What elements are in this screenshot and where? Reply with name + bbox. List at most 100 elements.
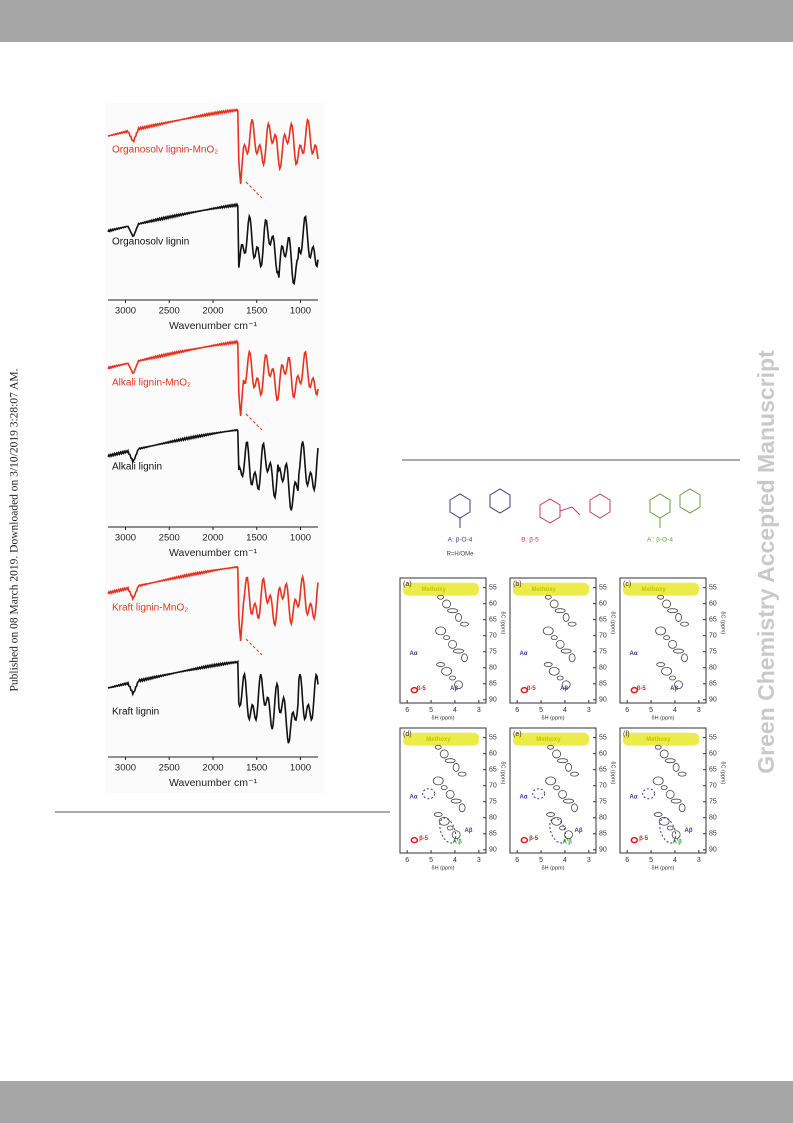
x-tick-label: 6 bbox=[405, 857, 409, 864]
structure-b bbox=[539, 493, 611, 524]
contour bbox=[450, 798, 462, 804]
spectrum-modified bbox=[107, 565, 319, 641]
annotation: Aα bbox=[410, 651, 418, 657]
x-tick-label: 4 bbox=[453, 857, 457, 864]
x-tick-label: 3 bbox=[697, 707, 701, 714]
contour bbox=[435, 626, 447, 636]
x-tick-label: 4 bbox=[673, 707, 677, 714]
contour bbox=[654, 744, 662, 750]
r-group: R=H/OMe bbox=[447, 552, 475, 558]
y-tick-label: 85 bbox=[709, 681, 717, 688]
plot-frame bbox=[509, 577, 597, 704]
y-tick-label: 80 bbox=[489, 665, 497, 672]
y-tick-label: 60 bbox=[599, 750, 607, 757]
y-tick-label: 60 bbox=[489, 600, 497, 607]
panel-label: (f) bbox=[623, 731, 630, 738]
x-tick-label: 3 bbox=[477, 857, 481, 864]
annotation: Methoxy bbox=[532, 587, 557, 593]
arrow bbox=[245, 638, 263, 656]
contour bbox=[553, 785, 560, 791]
contour bbox=[668, 639, 677, 649]
y-tick-label: 60 bbox=[599, 600, 607, 607]
x-axis-label: Wavenumber cm⁻¹ bbox=[169, 777, 258, 789]
panel-label: (e) bbox=[513, 731, 522, 738]
y-tick-label: 80 bbox=[599, 815, 607, 822]
annotation: Aβ bbox=[450, 686, 458, 692]
beta5-blob bbox=[520, 686, 529, 694]
spectrum-raw bbox=[107, 428, 319, 511]
spectrum-label: Kraft lignin-MnO₂ bbox=[112, 603, 188, 614]
x-tick-label: 5 bbox=[539, 707, 543, 714]
structure-label: B: β-5 bbox=[521, 537, 539, 544]
dashed-region bbox=[422, 788, 436, 800]
spectrum-label: Organosolv lignin bbox=[112, 237, 189, 248]
y-tick-label: 70 bbox=[489, 783, 497, 790]
y-tick-label: 70 bbox=[709, 633, 717, 640]
spectrum-label: Organosolv lignin-MnO₂ bbox=[112, 145, 218, 156]
annotation: β-5 bbox=[527, 686, 537, 692]
contour bbox=[555, 639, 565, 649]
contour bbox=[543, 662, 553, 667]
y-axis-label: δC (ppm) bbox=[610, 761, 616, 784]
y-tick-label: 90 bbox=[599, 847, 607, 854]
annotation: β-5 bbox=[639, 836, 649, 842]
annotation: β-5 bbox=[529, 836, 539, 842]
contour bbox=[564, 830, 573, 840]
y-tick-label: 85 bbox=[489, 831, 497, 838]
contour bbox=[567, 621, 577, 627]
ftir-figure-bg bbox=[105, 103, 325, 793]
contour bbox=[455, 613, 462, 622]
y-tick-label: 80 bbox=[709, 815, 717, 822]
contour bbox=[545, 776, 557, 786]
contour bbox=[437, 594, 445, 600]
dashed-region bbox=[439, 817, 457, 844]
contour bbox=[656, 662, 666, 667]
y-tick-label: 90 bbox=[599, 697, 607, 704]
x-tick-label: 2000 bbox=[202, 533, 223, 544]
contour bbox=[550, 635, 558, 641]
contour bbox=[440, 785, 448, 791]
beta5-blob bbox=[410, 686, 419, 694]
published-note: Published on 08 March 2019. Downloaded o… bbox=[9, 368, 21, 691]
x-tick-label: 2500 bbox=[159, 763, 180, 774]
x-tick-label: 3 bbox=[697, 857, 701, 864]
contour bbox=[544, 594, 552, 600]
y-tick-label: 90 bbox=[489, 697, 497, 704]
contour bbox=[571, 803, 578, 813]
y-tick-label: 90 bbox=[709, 697, 717, 704]
y-tick-label: 70 bbox=[709, 783, 717, 790]
plot-frame bbox=[399, 727, 487, 854]
annotation: Aβ bbox=[670, 686, 678, 692]
contour bbox=[549, 599, 559, 609]
structure-a-prime bbox=[649, 488, 701, 528]
contour bbox=[658, 816, 670, 826]
x-tick-label: 3000 bbox=[115, 306, 136, 317]
beta5-blob bbox=[410, 836, 419, 844]
y-tick-label: 55 bbox=[489, 734, 497, 741]
y-axis-label: δC (ppm) bbox=[720, 611, 726, 634]
x-tick-label: 4 bbox=[563, 707, 567, 714]
contour bbox=[674, 680, 683, 690]
structure-a bbox=[489, 488, 511, 514]
y-tick-label: 75 bbox=[709, 649, 717, 656]
structures bbox=[449, 488, 701, 528]
y-tick-label: 80 bbox=[709, 665, 717, 672]
contour bbox=[659, 749, 669, 759]
contour bbox=[681, 653, 688, 663]
contour bbox=[441, 666, 452, 676]
contour bbox=[449, 675, 456, 681]
contour bbox=[664, 758, 676, 764]
x-tick-label: 4 bbox=[453, 707, 457, 714]
plot-frame bbox=[399, 577, 487, 704]
footer-bar bbox=[0, 1081, 793, 1123]
annotation: Methoxy bbox=[536, 737, 561, 743]
x-tick-label: 6 bbox=[625, 707, 629, 714]
x-tick-label: 2500 bbox=[159, 533, 180, 544]
contour bbox=[445, 789, 455, 799]
plot-frame bbox=[619, 727, 707, 854]
contour bbox=[436, 662, 446, 667]
x-tick-label: 1500 bbox=[246, 533, 267, 544]
y-tick-label: 90 bbox=[709, 847, 717, 854]
